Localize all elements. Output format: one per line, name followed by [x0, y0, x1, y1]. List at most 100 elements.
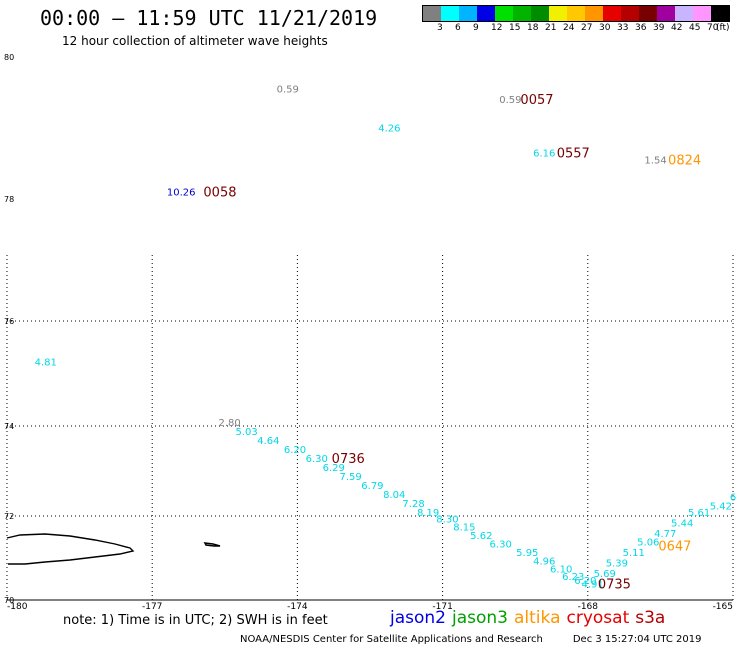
legend-label: 45	[689, 23, 701, 33]
legend-swatch	[693, 6, 711, 21]
legend-label: 36	[635, 23, 647, 33]
coastline	[6, 533, 221, 565]
longitude-tick-label: -171	[432, 602, 452, 612]
legend-label: 39	[653, 23, 665, 33]
legend-label: 42	[671, 23, 683, 33]
longitude-tick-label: -174	[287, 602, 308, 612]
legend-swatch	[603, 6, 621, 21]
legend-swatch	[531, 6, 549, 21]
wave-height-value: 5.06	[637, 537, 659, 548]
satellite-name-cryosat: cryosat	[566, 608, 630, 628]
legend-swatch	[585, 6, 603, 21]
legend-label: 12	[491, 23, 503, 33]
wave-height-value: 6.30	[306, 454, 328, 465]
legend-swatch	[441, 6, 459, 21]
wave-height-value: 6.10	[550, 565, 572, 576]
longitude-tick-label: -180	[7, 602, 28, 612]
wave-height-value: 6	[730, 492, 736, 503]
legend-unit: (ft)	[716, 23, 730, 33]
legend-swatch	[513, 6, 531, 21]
pass-time-labels: 0057 0557 0824 0058 0736 0647 0735	[203, 93, 701, 592]
satellite-legend: jason2 jason3 altika cryosat s3a	[390, 608, 671, 628]
wave-height-value: 6.20	[284, 445, 306, 456]
wave-height-value: 10.26	[167, 187, 196, 198]
map-footer: NOAA/NESDIS Center for Satellite Applica…	[240, 634, 701, 645]
wave-height-value: 4.64	[257, 436, 279, 447]
wave-height-value: 7.59	[340, 472, 362, 483]
map-title: 00:00 – 11:59 UTC 11/21/2019	[40, 6, 378, 30]
legend-label: 27	[581, 23, 593, 33]
pass-time-label: 0557	[557, 146, 590, 161]
wave-height-value: 4.91	[582, 579, 604, 590]
wave-height-value: 8.30	[436, 514, 458, 525]
legend-label: 24	[563, 23, 575, 33]
wave-height-value: 6.20	[574, 576, 596, 587]
wave-height-value: 6.16	[533, 148, 555, 159]
wave-height-value: 5.61	[688, 508, 710, 519]
coastline-wrangel-island	[203, 542, 221, 547]
wave-height-value: 8.15	[453, 523, 475, 534]
color-scale-labels: 3 6 9 12 15 18 21 24 27 30 33 36 39 42 45 70 (ft)	[422, 23, 740, 35]
map-note: note: 1) Time is in UTC; 2) SWH is in fe…	[63, 613, 328, 628]
wave-height-value: 1.54	[644, 156, 666, 167]
wave-height-observations: 0.59 0.59 4.26 6.16 1.54 10.26 4.81 2.805.034.6…	[35, 85, 737, 591]
legend-swatch	[657, 6, 675, 21]
longitude-tick-label: -177	[142, 602, 162, 612]
wave-height-value: 4.26	[378, 124, 400, 135]
legend-swatch	[423, 6, 441, 21]
wave-height-value: 6.29	[323, 463, 345, 474]
satellite-name-jason3: jason3	[452, 608, 508, 628]
pass-time-label: 0647	[658, 540, 691, 555]
legend-swatch	[567, 6, 585, 21]
legend-label: 15	[509, 23, 521, 33]
latitude-tick-label: 74	[4, 422, 14, 431]
legend-label: 9	[473, 23, 479, 33]
latitude-labels: 80 78 76 74 72 70	[4, 53, 14, 605]
legend-label: 33	[617, 23, 629, 33]
legend-label: 3	[437, 23, 443, 33]
lat-lon-grid	[7, 255, 733, 600]
satellite-name-s3a: s3a	[635, 608, 666, 628]
legend-swatch	[549, 6, 567, 21]
wave-height-value: 5.03	[235, 427, 257, 438]
wave-height-value: 5.42	[710, 501, 732, 512]
timestamp-text: Dec 3 15:27:04 UTC 2019	[572, 634, 702, 645]
pass-time-label: 0058	[203, 185, 236, 200]
wave-height-value: 4.96	[533, 556, 555, 567]
coastline-siberia	[6, 533, 135, 565]
wave-height-value: 6.79	[361, 481, 383, 492]
wave-height-value: 8.04	[383, 490, 405, 501]
legend-swatch	[495, 6, 513, 21]
legend-swatch	[711, 6, 729, 21]
latitude-tick-label: 72	[4, 512, 14, 521]
latitude-tick-label: 76	[4, 317, 14, 326]
wave-height-value: 5.39	[606, 558, 628, 569]
longitude-tick-label: -168	[578, 602, 599, 612]
wave-height-value: 5.69	[594, 569, 616, 580]
wave-height-value: 5.44	[671, 519, 693, 530]
legend-label: 21	[545, 23, 557, 33]
legend-swatch	[639, 6, 657, 21]
wave-height-value: 6.23	[562, 572, 584, 583]
latitude-tick-label: 80	[4, 53, 14, 62]
legend-swatch	[477, 6, 495, 21]
wave-height-value: 5.11	[623, 548, 645, 559]
legend-swatch	[621, 6, 639, 21]
longitude-labels: -180 -177 -174 -171 -168 -165	[7, 602, 733, 612]
wave-height-value: 0.59	[277, 85, 299, 96]
map-frame	[6, 255, 734, 601]
legend-swatch	[459, 6, 477, 21]
legend-label: 30	[599, 23, 611, 33]
pass-time-label: 0824	[668, 154, 701, 169]
wave-height-value: 8.19	[417, 508, 439, 519]
pass-time-label: 0057	[520, 93, 553, 108]
legend-label: 70	[707, 23, 719, 33]
latitude-tick-label: 70	[4, 596, 14, 605]
wave-height-value: 0.59	[499, 95, 521, 106]
longitude-tick-label: -165	[713, 602, 733, 612]
wave-height-value: 5.62	[470, 531, 492, 542]
satellite-name-jason2: jason2	[390, 608, 446, 628]
color-scale-legend	[422, 5, 730, 22]
map-subtitle: 12 hour collection of altimeter wave hei…	[62, 34, 328, 48]
